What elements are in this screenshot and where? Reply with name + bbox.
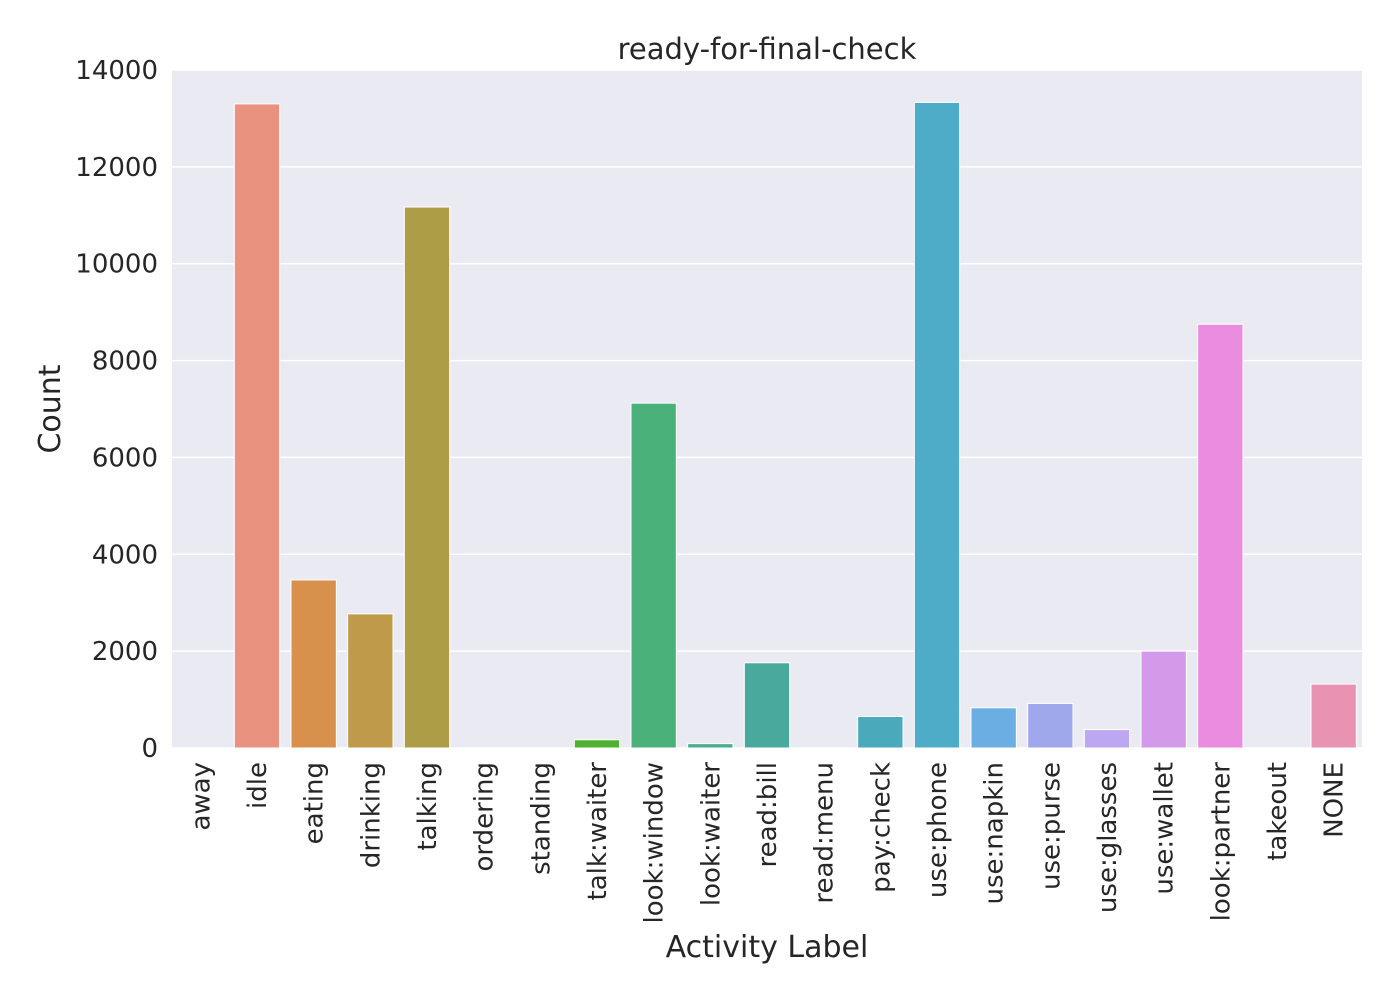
x-tick-label: read:menu [810, 762, 840, 904]
x-tick-label: use:purse [1036, 762, 1066, 890]
x-tick-label: look:window [640, 762, 670, 924]
x-tick-label: takeout [1263, 762, 1293, 861]
bar-talk-waiter [573, 739, 621, 749]
chart-title: ready-for-final-check [618, 32, 917, 66]
y-tick-label: 0 [141, 734, 158, 764]
y-tick-labels: 0 2000 4000 6000 8000 10000 12000 14000 [75, 56, 158, 764]
x-tick-label: talk:waiter [583, 762, 613, 901]
x-axis-label: Activity Label [666, 930, 869, 965]
x-tick-label: use:napkin [980, 762, 1010, 904]
bar-use-glasses [1083, 729, 1131, 749]
x-tick-label: look:partner [1206, 762, 1236, 922]
x-tick-label: pay:check [866, 762, 896, 893]
x-tick-label: away [186, 762, 216, 831]
x-tick-label: standing [526, 762, 556, 875]
x-tick-label: read:bill [753, 762, 783, 868]
bar-use-phone [913, 101, 961, 749]
x-tick-label: NONE [1320, 762, 1350, 838]
bars [233, 101, 1357, 749]
y-tick-label: 2000 [92, 637, 158, 667]
x-tick-labels: away idle eating drinking talking ordering sta… [186, 762, 1349, 924]
y-tick-label: 4000 [92, 540, 158, 570]
bar-talking [403, 206, 451, 749]
x-tick-label: use:phone [923, 762, 953, 898]
x-tick-label: look:waiter [696, 762, 726, 906]
x-tick-label: talking [413, 762, 443, 851]
y-axis-label: Count [33, 364, 68, 453]
x-tick-label: drinking [356, 762, 386, 868]
bar-look-partner [1197, 323, 1244, 749]
bar-drinking [347, 613, 394, 749]
bar-use-purse [1027, 702, 1074, 749]
bar-look-window [630, 402, 677, 749]
bar-read-bill [743, 662, 791, 749]
bar-none [1310, 683, 1357, 749]
bar-pay-check [857, 716, 904, 749]
x-tick-label: eating [300, 762, 330, 844]
x-tick-label: use:glasses [1093, 762, 1123, 913]
bar-idle [233, 103, 281, 749]
bar-use-wallet [1140, 650, 1187, 749]
bar-use-napkin [970, 707, 1017, 749]
x-tick-label: use:wallet [1150, 762, 1180, 895]
x-tick-label: ordering [470, 762, 500, 872]
y-tick-label: 14000 [75, 56, 158, 86]
bar-look-waiter [687, 743, 734, 749]
bar-eating [290, 579, 337, 749]
y-tick-label: 10000 [75, 250, 158, 280]
y-tick-label: 8000 [92, 347, 158, 377]
x-tick-label: idle [243, 762, 273, 809]
y-tick-label: 12000 [75, 153, 158, 183]
y-tick-label: 6000 [92, 443, 158, 473]
